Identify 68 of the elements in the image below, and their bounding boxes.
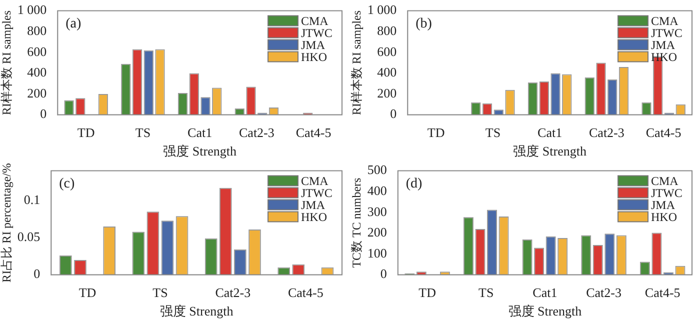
y-tick-label: 500 [367, 162, 387, 178]
x-axis-title: 强度 Strength [513, 144, 587, 159]
y-tick-label: 0.05 [17, 229, 40, 244]
x-tick-label: Cat2-3 [215, 285, 251, 300]
x-tick-label: TD [77, 125, 95, 140]
legend-label: CMA [651, 174, 679, 188]
y-tick-label: 400 [367, 183, 387, 198]
x-tick-label: TS [485, 125, 501, 140]
legend-label: JMA [651, 38, 676, 52]
legend-label: JTWC [301, 26, 332, 40]
x-tick-label: Cat2-3 [586, 285, 622, 300]
y-tick-label: 1 000 [17, 2, 47, 18]
y-axis-title: RI样本数 RI samples [0, 10, 14, 116]
annotation: (d) [406, 176, 423, 192]
legend-label: JTWC [651, 186, 682, 200]
annotation: (c) [59, 176, 76, 192]
x-tick-label: Cat1 [188, 125, 212, 140]
y-tick-label: 300 [367, 204, 387, 219]
x-tick-label: Cat2-3 [589, 125, 624, 140]
legend-label: JTWC [301, 186, 332, 200]
y-tick-label: 0 [390, 106, 397, 122]
y-tick-label: 400 [27, 64, 47, 80]
x-tick-label: TS [478, 285, 494, 300]
y-tick-label: 400 [377, 64, 397, 80]
legend-label: JMA [301, 198, 326, 212]
legend-label: CMA [301, 174, 329, 188]
y-tick-label: 200 [377, 85, 397, 100]
legend-label: HKO [651, 210, 678, 224]
y-tick-label: 200 [367, 224, 387, 240]
legend-label: JMA [301, 38, 326, 52]
legend-label: JTWC [651, 26, 682, 40]
x-tick-label: Cat1 [538, 125, 562, 140]
y-tick-label: 100 [367, 245, 387, 260]
x-tick-label: TD [418, 285, 436, 300]
legend-label: CMA [301, 14, 329, 28]
legend-label: HKO [301, 50, 328, 64]
y-axis-title: RI占比 RI percentage/% [0, 163, 14, 282]
x-tick-label: Cat4-5 [288, 285, 324, 300]
x-tick-label: TD [78, 285, 96, 300]
x-axis-title: 强度 Strength [160, 304, 234, 319]
legend-label: HKO [301, 210, 328, 224]
x-axis-title: 强度 Strength [163, 144, 237, 159]
x-tick-label: Cat4-5 [646, 125, 682, 140]
x-tick-label: TD [427, 125, 445, 140]
y-tick-label: 600 [27, 44, 47, 59]
y-tick-label: 0 [380, 266, 387, 282]
y-tick-label: 600 [377, 44, 397, 59]
y-axis-title: TC数 TC numbers [349, 177, 364, 268]
annotation: (b) [416, 16, 432, 32]
annotation: (a) [66, 16, 82, 32]
y-tick-label: 200 [27, 85, 47, 100]
legend-label: JMA [651, 198, 676, 212]
legend-label: CMA [651, 14, 679, 28]
y-tick-label: 800 [377, 23, 397, 38]
x-tick-label: TS [135, 125, 151, 140]
y-axis-title: RI样本数 RI samples [349, 10, 364, 116]
y-tick-label: 800 [27, 23, 47, 38]
y-tick-label: 0.1 [24, 192, 40, 207]
legend-label: HKO [651, 50, 678, 64]
x-axis-title: 强度 Strength [508, 304, 582, 319]
y-tick-label: 0 [40, 106, 47, 122]
y-tick-label: 1 000 [367, 2, 397, 18]
x-tick-label: Cat1 [532, 285, 558, 300]
x-tick-label: Cat4-5 [644, 285, 680, 300]
x-tick-label: TS [152, 285, 168, 300]
y-tick-label: 0 [34, 266, 40, 282]
x-tick-label: Cat4-5 [296, 125, 332, 140]
x-tick-label: Cat2-3 [239, 125, 274, 140]
